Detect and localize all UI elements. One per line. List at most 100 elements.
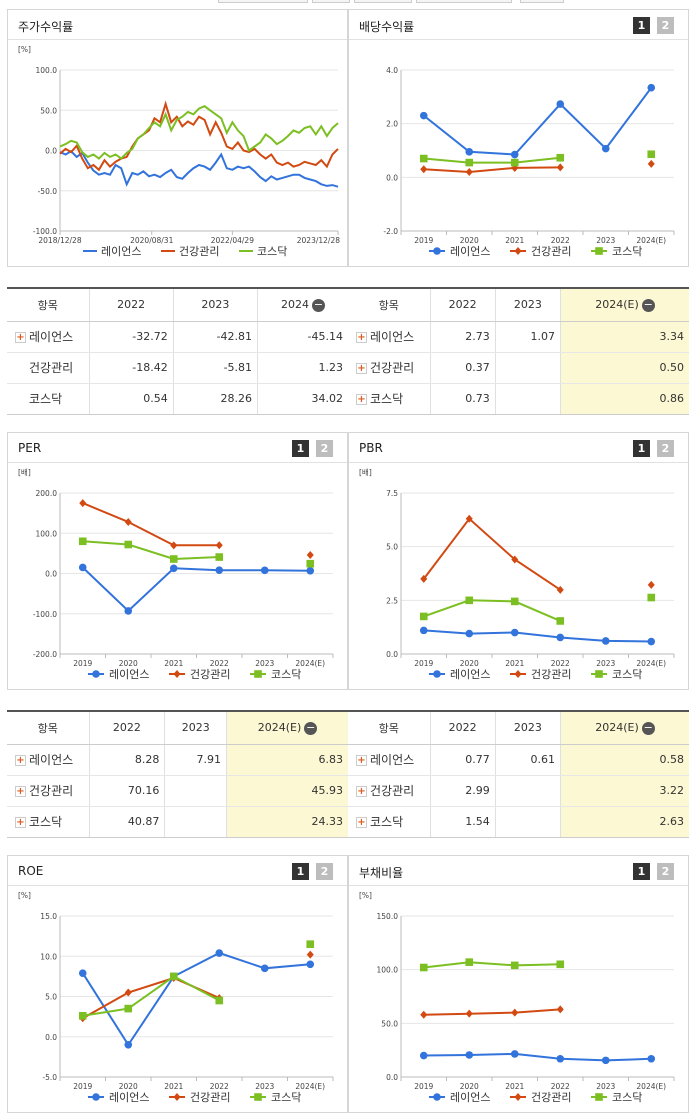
data-point <box>215 553 224 561</box>
data-point <box>124 517 132 526</box>
page-2-button[interactable]: 2 <box>316 440 333 457</box>
data-point <box>601 144 610 153</box>
table-cell: 0.37 <box>429 352 496 384</box>
data-point <box>306 566 315 575</box>
expand-icon[interactable]: + <box>356 755 367 766</box>
table-cell: -45.14 <box>257 321 348 353</box>
data-point <box>647 1054 656 1063</box>
expand-icon[interactable]: + <box>356 786 367 797</box>
collapse-icon[interactable]: − <box>304 720 318 735</box>
data-point <box>306 940 315 948</box>
legend-label: 코스닥 <box>271 1091 301 1104</box>
table-cell: 70.16 <box>88 775 165 807</box>
legend-label: 건강관리 <box>190 1091 230 1104</box>
table-cell: 2.99 <box>429 775 496 807</box>
collapse-icon[interactable]: − <box>641 297 655 312</box>
data-point <box>306 551 314 560</box>
top-tab-3[interactable] <box>354 0 412 3</box>
legend-marker <box>173 670 181 678</box>
y-tick-label: -2.0 <box>383 227 398 236</box>
column-header: 2024− <box>257 289 348 322</box>
row-label: + 코스닥 <box>356 815 404 830</box>
page-2-button[interactable]: 2 <box>657 17 674 34</box>
legend-label: 코스닥 <box>612 245 642 258</box>
page-1-button[interactable]: 1 <box>292 863 309 880</box>
page-1-button[interactable]: 1 <box>633 863 650 880</box>
legend-marker <box>514 247 522 255</box>
dividend-yield-chart: 4.0 2.0 0.0 -2.0 2019 2020 2021 2022 2023 2024(E)… <box>383 66 675 258</box>
page-2-button[interactable]: 2 <box>657 440 674 457</box>
legend-label: 건강관리 <box>531 245 571 258</box>
page-2-button[interactable]: 2 <box>316 863 333 880</box>
legend-label: 레이언스 <box>450 1091 490 1104</box>
series-line <box>423 517 561 591</box>
legend-marker <box>254 670 262 678</box>
expand-icon[interactable]: + <box>15 755 26 766</box>
legend-marker <box>514 670 522 678</box>
x-tick-label: 2024(E) <box>636 659 666 668</box>
column-header: 2022 <box>88 289 174 322</box>
y-tick-label: -200.0 <box>33 650 57 659</box>
legend-marker <box>254 1093 262 1101</box>
expand-icon[interactable]: + <box>356 363 367 374</box>
table-cell: 24.33 <box>226 806 348 837</box>
legend-marker <box>595 670 603 678</box>
expand-icon[interactable]: + <box>15 817 26 829</box>
data-point <box>510 597 519 606</box>
top-tab-1[interactable] <box>218 0 308 3</box>
data-point <box>556 617 565 625</box>
expand-icon[interactable]: + <box>356 394 367 406</box>
table-cell: 0.61 <box>494 744 561 776</box>
y-unit-label: [배] <box>359 468 372 477</box>
y-tick-label: 0.0 <box>45 570 57 579</box>
data-point <box>420 574 428 583</box>
x-tick-label: 2022 <box>210 659 229 668</box>
row-label: + 건강관리 <box>7 775 89 807</box>
data-point <box>419 154 428 163</box>
table-cell: 1.07 <box>494 321 561 353</box>
row-label: + 레이언스 <box>348 321 430 353</box>
x-tick-label: 2018/12/28 <box>38 236 81 245</box>
top-tab-5[interactable] <box>520 0 564 3</box>
x-tick-label: 2021 <box>505 236 524 245</box>
page-1-button[interactable]: 1 <box>633 440 650 457</box>
page-1-button[interactable]: 1 <box>633 17 650 34</box>
data-point <box>78 537 87 546</box>
table-row: + 건강관리 70.16 45.93 <box>7 775 348 807</box>
legend-marker <box>433 670 441 678</box>
data-point <box>465 148 474 156</box>
table-row: + 건강관리 0.37 0.50 <box>348 352 689 384</box>
table-cell <box>494 383 561 414</box>
legend-label: 코스닥 <box>257 245 287 258</box>
x-tick-label: 2019 <box>414 1082 433 1091</box>
page-1-button[interactable]: 1 <box>292 440 309 457</box>
top-tab-2[interactable] <box>312 0 350 3</box>
table-row: + 코스닥 40.87 24.33 <box>7 806 348 837</box>
table-cell <box>164 806 227 837</box>
panel-title: 주가수익률 <box>8 10 347 40</box>
collapse-icon[interactable]: − <box>312 297 326 312</box>
panel-title: ROE <box>8 856 347 886</box>
legend-label: 건강관리 <box>531 1091 571 1104</box>
top-tab-4[interactable] <box>416 0 512 3</box>
legend-marker <box>92 670 100 678</box>
series-line <box>423 87 653 156</box>
expand-icon[interactable]: + <box>356 817 367 829</box>
page-2-button[interactable]: 2 <box>657 863 674 880</box>
expand-icon[interactable]: + <box>356 332 367 343</box>
panel-title: PBR <box>349 433 688 463</box>
data-point <box>419 626 428 635</box>
panel-title: PER <box>8 433 347 463</box>
collapse-icon[interactable]: − <box>641 720 655 735</box>
data-point <box>556 585 564 594</box>
expand-icon[interactable]: + <box>15 786 26 797</box>
roe-chart: [%] 15.0 10.0 5.0 0.0 -5.0 2019 2020 2021 2022 202… <box>18 891 334 1104</box>
data-point <box>465 596 474 605</box>
expand-icon[interactable]: + <box>15 332 26 343</box>
data-point <box>215 566 224 574</box>
x-tick-label: 2019 <box>414 236 433 245</box>
panel-stock-return: 주가수익률 [%] 100.0 50.0 0.0 -50.0 -100.0 2018/12/… <box>7 9 348 267</box>
data-point <box>306 960 315 969</box>
data-point <box>78 1012 87 1020</box>
series-line <box>423 166 561 174</box>
